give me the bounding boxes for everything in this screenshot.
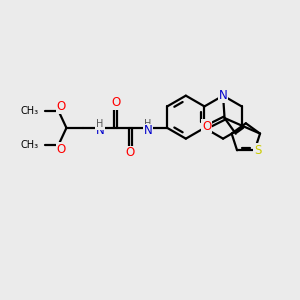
Text: N: N bbox=[219, 89, 227, 102]
Text: CH₃: CH₃ bbox=[20, 140, 38, 150]
Text: O: O bbox=[111, 96, 120, 110]
Text: O: O bbox=[202, 120, 211, 133]
Text: H: H bbox=[145, 119, 152, 129]
Text: O: O bbox=[56, 100, 66, 113]
Text: O: O bbox=[126, 146, 135, 159]
Text: CH₃: CH₃ bbox=[20, 106, 38, 116]
Text: H: H bbox=[96, 119, 104, 129]
Text: S: S bbox=[254, 144, 261, 157]
Text: N: N bbox=[96, 124, 104, 137]
Text: O: O bbox=[56, 143, 66, 156]
Text: N: N bbox=[144, 124, 153, 137]
